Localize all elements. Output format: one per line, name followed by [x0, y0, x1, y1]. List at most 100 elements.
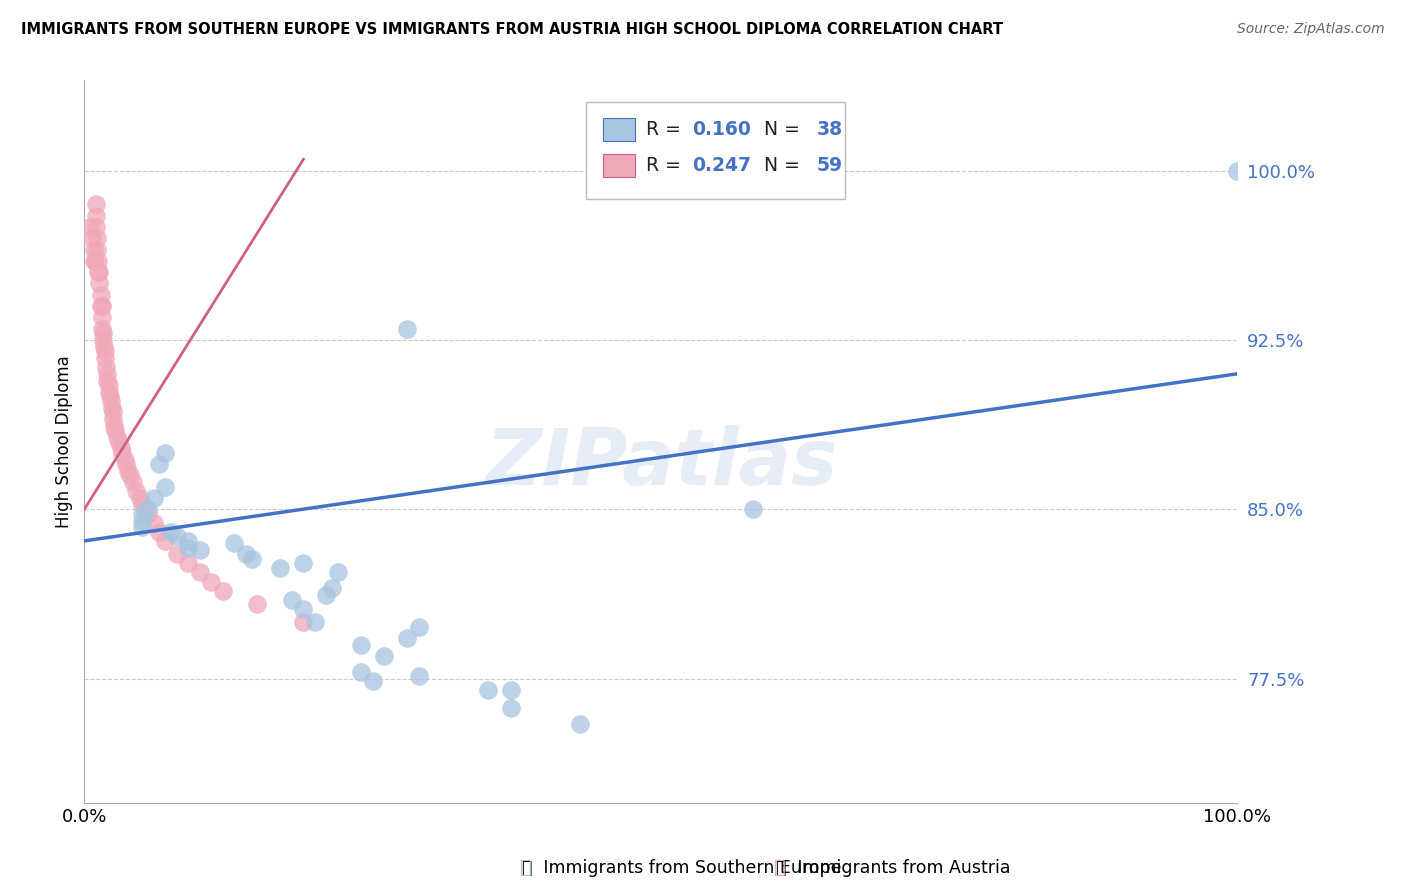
Point	[315, 588, 337, 602]
Point	[93, 340, 115, 354]
Text: ⬛  Immigrants from Southern Europe: ⬛ Immigrants from Southern Europe	[523, 859, 842, 877]
Point	[79, 220, 101, 235]
Point	[361, 673, 384, 688]
Point	[499, 682, 522, 697]
Point	[91, 326, 114, 340]
Point	[136, 507, 159, 521]
Point	[83, 243, 105, 257]
Text: 38: 38	[817, 120, 842, 139]
Point	[110, 442, 132, 456]
Point	[160, 524, 183, 539]
FancyBboxPatch shape	[603, 154, 636, 178]
Point	[240, 552, 263, 566]
Point	[91, 333, 114, 347]
Point	[103, 405, 124, 419]
Point	[321, 582, 343, 596]
Point	[108, 434, 131, 449]
FancyBboxPatch shape	[586, 102, 845, 200]
Point	[115, 457, 138, 471]
Point	[153, 480, 176, 494]
Point	[121, 475, 143, 490]
Point	[136, 502, 159, 516]
Point	[569, 716, 592, 731]
Point	[89, 265, 111, 279]
Point	[103, 418, 125, 433]
Point	[87, 253, 110, 268]
Point	[350, 638, 373, 652]
Point	[177, 557, 200, 571]
Point	[292, 615, 315, 629]
Text: ZIPatlas: ZIPatlas	[485, 425, 837, 501]
Point	[97, 378, 120, 392]
Point	[188, 542, 211, 557]
Point	[90, 299, 112, 313]
Text: 0.160: 0.160	[692, 120, 751, 139]
Point	[120, 468, 142, 483]
Point	[166, 529, 188, 543]
Point	[131, 520, 153, 534]
Y-axis label: High School Diploma: High School Diploma	[55, 355, 73, 528]
Point	[100, 393, 122, 408]
Point	[177, 533, 200, 548]
Point	[499, 701, 522, 715]
Point	[82, 231, 104, 245]
Point	[269, 561, 291, 575]
Text: 0.247: 0.247	[692, 156, 751, 175]
Point	[131, 507, 153, 521]
Point	[211, 583, 233, 598]
Text: R =: R =	[645, 120, 686, 139]
Point	[292, 601, 315, 615]
Point	[373, 648, 395, 663]
Point	[177, 541, 200, 555]
Point	[153, 446, 176, 460]
Text: N =: N =	[752, 156, 806, 175]
Point	[111, 446, 134, 460]
Point	[142, 516, 165, 530]
Point	[84, 197, 107, 211]
Point	[114, 452, 136, 467]
Text: N =: N =	[752, 120, 806, 139]
Point	[477, 682, 499, 697]
Point	[104, 423, 127, 437]
Point	[148, 524, 170, 539]
Point	[304, 615, 326, 629]
Point	[188, 566, 211, 580]
Point	[142, 491, 165, 505]
Text: IMMIGRANTS FROM SOUTHERN EUROPE VS IMMIGRANTS FROM AUSTRIA HIGH SCHOOL DIPLOMA C: IMMIGRANTS FROM SOUTHERN EUROPE VS IMMIG…	[21, 22, 1002, 37]
Point	[90, 310, 112, 325]
Point	[86, 243, 108, 257]
Point	[84, 209, 107, 223]
Point	[281, 592, 304, 607]
Point	[131, 514, 153, 528]
Point	[97, 384, 120, 399]
Point	[83, 253, 105, 268]
Point	[1226, 163, 1249, 178]
Point	[742, 502, 765, 516]
Point	[396, 631, 419, 645]
Point	[89, 277, 111, 291]
Point	[94, 351, 117, 365]
Point	[103, 412, 124, 426]
Point	[326, 566, 349, 580]
Point	[101, 401, 124, 415]
Point	[87, 265, 110, 279]
Point	[117, 464, 139, 478]
Point	[166, 548, 188, 562]
Point	[153, 533, 176, 548]
Text: 59: 59	[817, 156, 842, 175]
Point	[89, 299, 111, 313]
Point	[105, 430, 128, 444]
Point	[396, 321, 419, 335]
Point	[292, 557, 315, 571]
Point	[84, 220, 107, 235]
Point	[96, 367, 118, 381]
FancyBboxPatch shape	[603, 118, 636, 141]
Point	[131, 498, 153, 512]
Text: ⬛: ⬛	[520, 858, 531, 878]
Point	[86, 231, 108, 245]
Point	[408, 620, 430, 634]
Point	[246, 597, 269, 611]
Point	[235, 548, 257, 562]
Text: ⬛  Immigrants from Austria: ⬛ Immigrants from Austria	[776, 859, 1011, 877]
Point	[148, 457, 170, 471]
